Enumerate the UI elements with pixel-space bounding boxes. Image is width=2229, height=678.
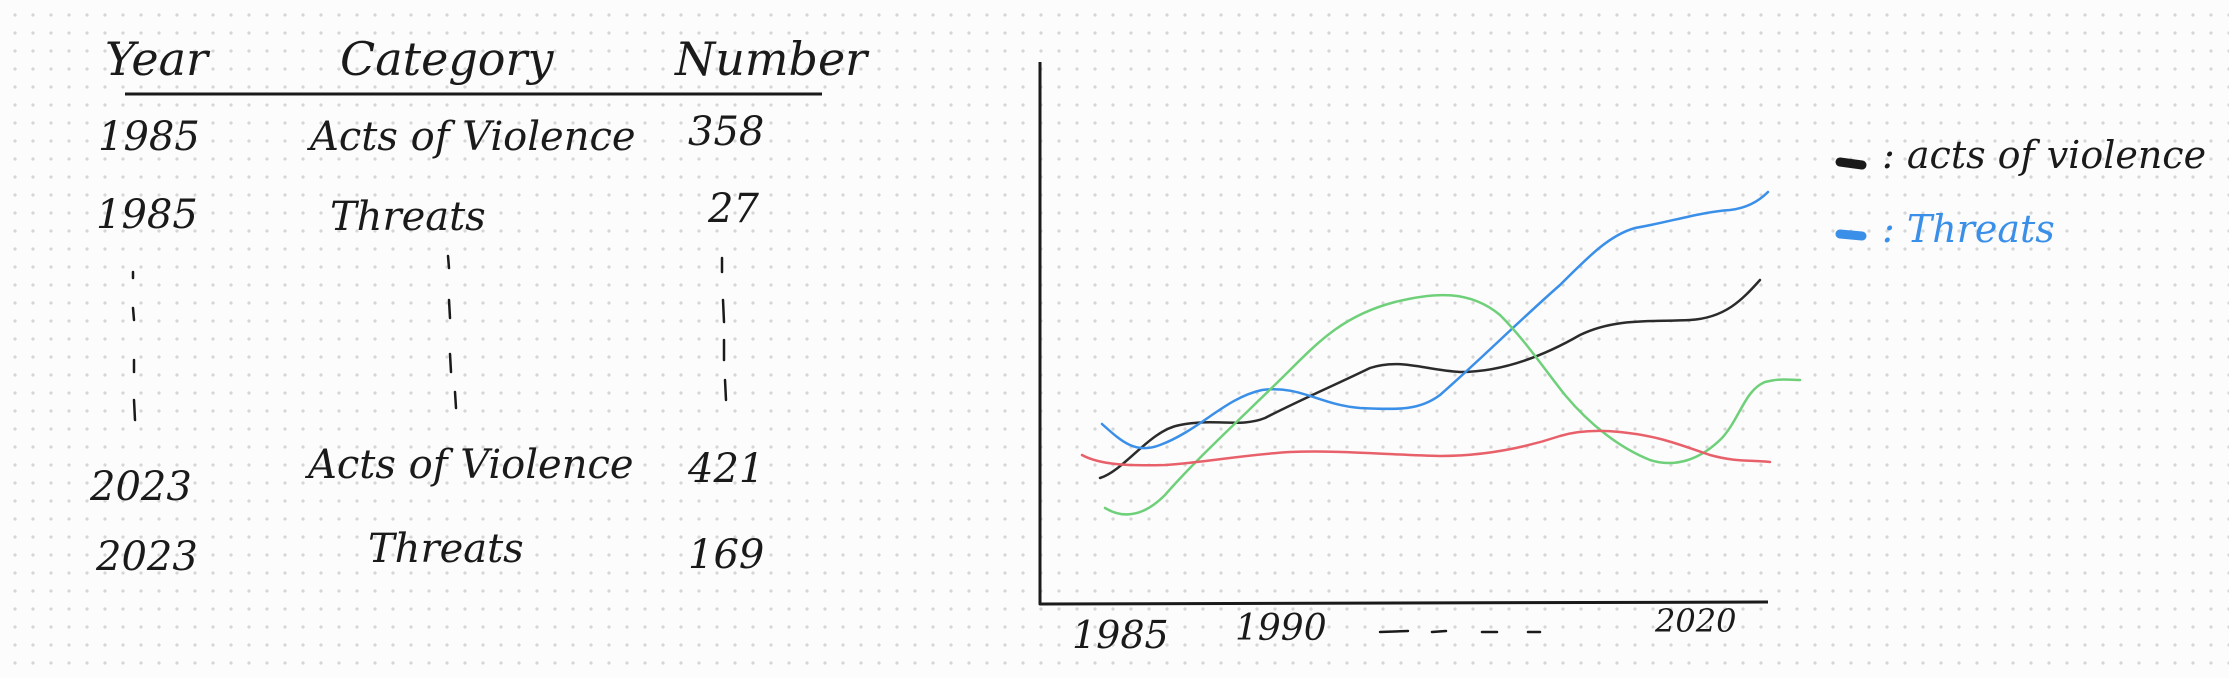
x-tick-label: 2020 <box>1654 602 1736 640</box>
handwritten-table: Year Category Number 1985 Acts of Violen… <box>89 32 870 580</box>
x-axis-ellipsis-dashes <box>1378 629 1542 634</box>
table-header-year: Year <box>105 32 211 86</box>
continuation-marks <box>131 254 728 422</box>
table-cell-number: 421 <box>687 446 764 492</box>
table-header-category: Category <box>340 32 554 86</box>
x-tick-label: 1985 <box>1072 613 1169 657</box>
table-cell-year: 1985 <box>98 114 200 160</box>
table-cell-number: 169 <box>688 532 764 578</box>
table-cell-category: Acts of Violence <box>304 442 634 488</box>
legend-swatch-blue <box>1835 229 1867 241</box>
table-cell-category: Threats <box>330 194 486 240</box>
x-tick-label: 1990 <box>1235 608 1327 649</box>
chart-legend: : acts of violence : Threats <box>1835 133 2206 251</box>
series-line-red <box>1080 429 1772 467</box>
table-cell-number: 358 <box>688 109 764 155</box>
table-header-number: Number <box>674 32 870 86</box>
table-cell-year: 2023 <box>95 534 198 580</box>
table-cell-year: 2023 <box>89 464 192 510</box>
chart-axes <box>1038 62 1769 606</box>
series-line-black <box>1098 278 1762 480</box>
series-line-green <box>1103 293 1802 516</box>
legend-label-acts-of-violence: : acts of violence <box>1882 133 2206 177</box>
sketch-chart: 1985 1990 2020 <box>1038 62 1802 657</box>
series-line-blue <box>1100 190 1770 450</box>
table-cell-year: 1985 <box>96 192 198 238</box>
table-cell-category: Acts of Violence <box>306 114 636 160</box>
legend-label-threats: : Threats <box>1882 207 2055 251</box>
legend-swatch-black <box>1835 157 1867 170</box>
table-cell-category: Threats <box>368 526 524 572</box>
table-cell-number: 27 <box>707 186 759 232</box>
